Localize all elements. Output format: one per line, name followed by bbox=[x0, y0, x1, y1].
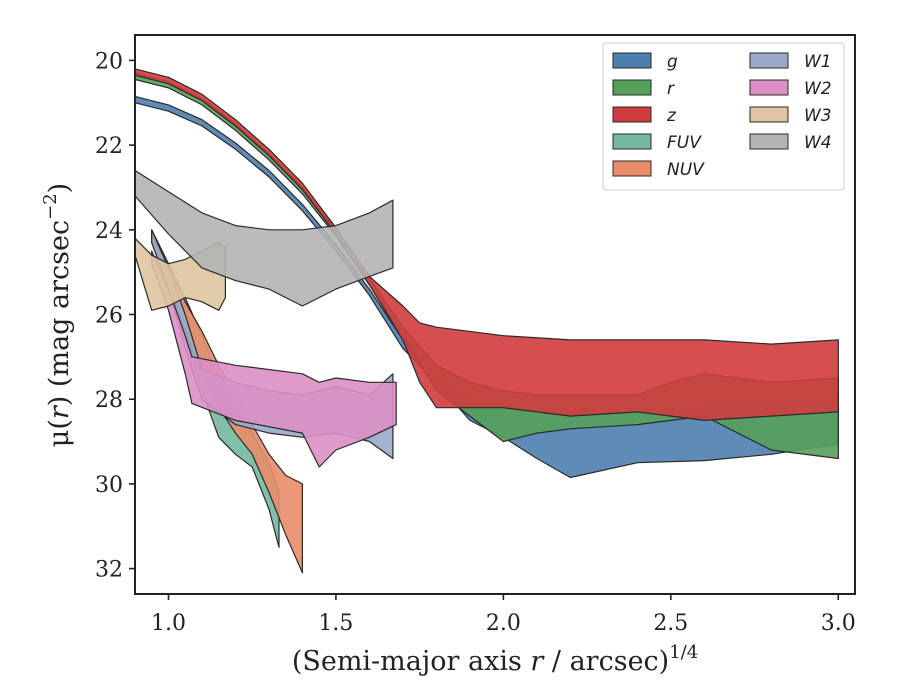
legend-swatch-w4 bbox=[749, 133, 789, 150]
y-tick-label: 28 bbox=[95, 388, 123, 413]
legend-label-r: r bbox=[667, 79, 675, 99]
legend-swatch-w1 bbox=[749, 52, 789, 69]
y-tick-label: 22 bbox=[95, 134, 123, 159]
legend-swatch-z bbox=[612, 106, 652, 123]
y-axis-ticks: 20 22 24 26 28 30 32 bbox=[95, 49, 135, 583]
y-axis-label: μ(r) (mag arcsec−2) bbox=[40, 183, 75, 447]
legend-swatch-nuv bbox=[612, 160, 652, 177]
legend-label-w2: W2 bbox=[804, 79, 832, 99]
series-areas bbox=[135, 68, 839, 574]
legend-label-w4: W4 bbox=[804, 133, 832, 153]
legend-label-w1: W1 bbox=[804, 52, 832, 72]
x-tick-label: 1.0 bbox=[151, 611, 186, 636]
x-tick-label: 2.5 bbox=[653, 611, 688, 636]
band-w2 bbox=[151, 250, 397, 468]
y-tick-label: 24 bbox=[95, 219, 123, 244]
legend-swatch-w3 bbox=[749, 106, 789, 123]
band-z bbox=[135, 68, 839, 421]
legend-label-w3: W3 bbox=[804, 106, 832, 126]
x-tick-label: 2.0 bbox=[486, 611, 521, 636]
legend-label-nuv: NUV bbox=[667, 160, 705, 180]
legend-label-g: g bbox=[667, 52, 678, 72]
x-tick-label: 1.5 bbox=[318, 611, 353, 636]
y-tick-label: 32 bbox=[95, 558, 123, 583]
legend-label-fuv: FUV bbox=[667, 133, 702, 153]
x-axis-ticks: 1.0 1.5 2.0 2.5 3.0 bbox=[151, 594, 856, 636]
legend-swatch-fuv bbox=[612, 133, 652, 150]
legend-swatch-r bbox=[612, 79, 652, 96]
legend: grz FUV NUV W1 W2 W3 W4 bbox=[602, 42, 845, 191]
y-tick-label: 26 bbox=[95, 304, 123, 329]
legend-swatch-w2 bbox=[749, 79, 789, 96]
x-axis-label: (Semi-major axis r / arcsec)1/4 bbox=[292, 642, 698, 677]
band-w4 bbox=[135, 169, 394, 307]
legend-label-z: z bbox=[666, 106, 677, 126]
x-tick-label: 3.0 bbox=[821, 611, 856, 636]
y-tick-label: 20 bbox=[95, 49, 123, 74]
legend-swatch-g bbox=[612, 52, 652, 69]
y-tick-label: 30 bbox=[95, 473, 123, 498]
